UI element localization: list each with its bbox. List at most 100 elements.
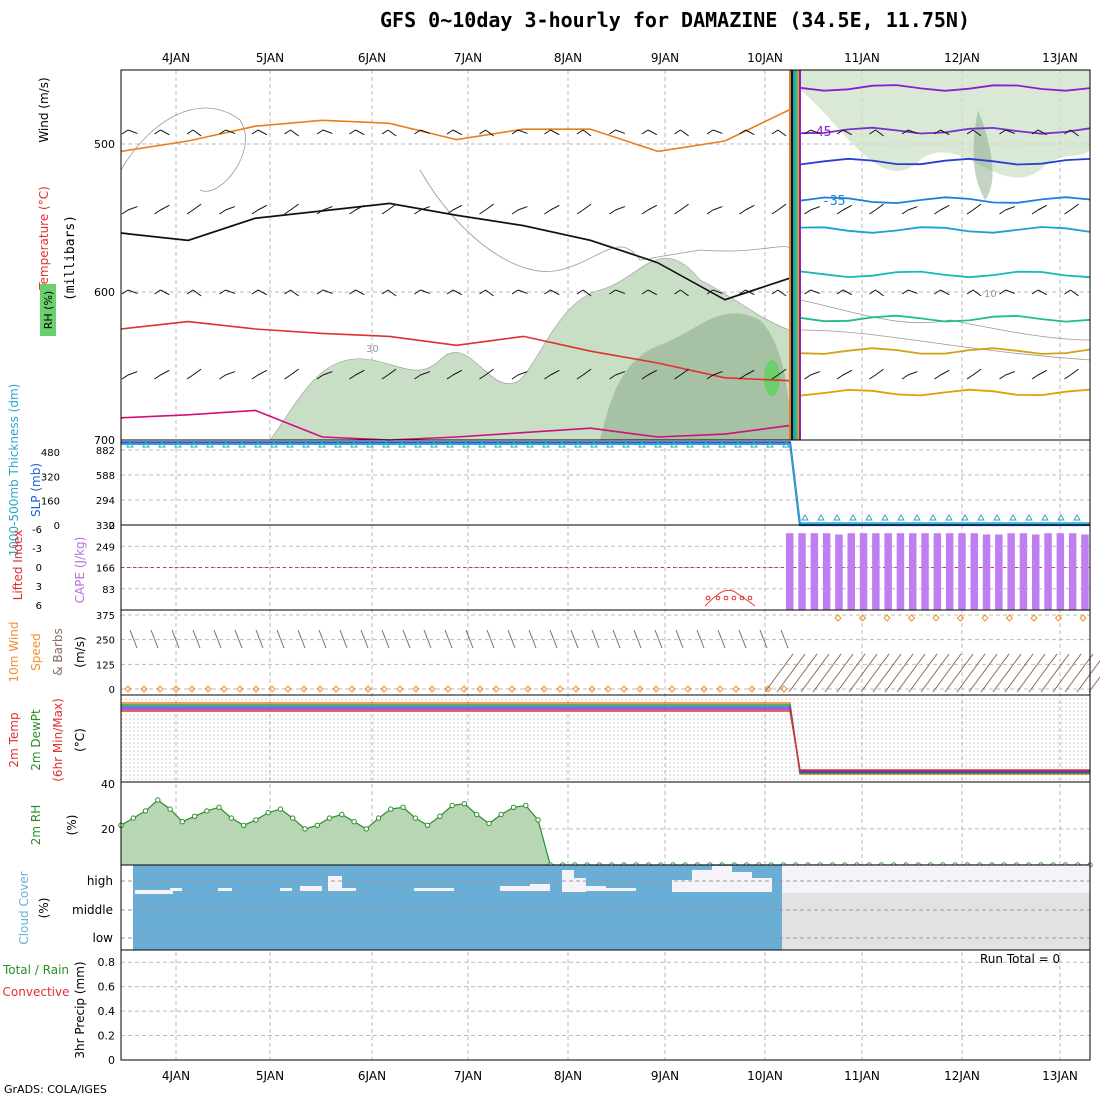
wind-barb bbox=[349, 369, 365, 380]
wind-barb-staff bbox=[875, 129, 884, 137]
thickness-tick-label: 0 bbox=[54, 521, 60, 532]
wind-barb-staff bbox=[1005, 289, 1016, 294]
wind-barb-staff bbox=[420, 371, 431, 376]
wind-barb-staff bbox=[127, 289, 138, 294]
thickness-marker bbox=[897, 514, 905, 521]
temp-2m-line bbox=[121, 702, 1090, 775]
wind-barb-10m bbox=[800, 653, 830, 693]
rh-shade-dark bbox=[600, 313, 790, 440]
wind-barb-staff bbox=[875, 368, 884, 376]
rh-2m-point bbox=[265, 810, 271, 816]
wind-speed-marker bbox=[188, 685, 196, 693]
wind-barb-staff bbox=[1037, 289, 1048, 296]
cape-tick-label: 166 bbox=[96, 564, 115, 575]
wind-barb-staff bbox=[1005, 371, 1016, 376]
wind-barb-feather bbox=[446, 289, 454, 295]
temperature-line bbox=[120, 320, 793, 382]
rh-2m-point bbox=[142, 808, 149, 814]
cloud-gap bbox=[218, 888, 232, 891]
wind-barb bbox=[219, 129, 236, 135]
rh-2m-point bbox=[535, 817, 541, 823]
thickness-marker bbox=[670, 441, 678, 448]
thickness-marker bbox=[686, 441, 694, 448]
wind-speed-marker bbox=[252, 685, 260, 693]
cape-bar bbox=[1044, 533, 1052, 610]
lifted-index-marker bbox=[731, 595, 737, 601]
wind-barb-staff bbox=[777, 129, 787, 137]
thickness-marker bbox=[849, 514, 857, 521]
wind-barb-10m bbox=[360, 629, 369, 649]
wind-barb-feather bbox=[251, 129, 259, 135]
date-label-top: 12JAN bbox=[944, 51, 980, 65]
wind-barb-feather bbox=[1064, 374, 1071, 380]
wind-barb-feather bbox=[316, 209, 324, 215]
wind-barb-10m bbox=[1004, 653, 1034, 693]
wind-barb-staff bbox=[1037, 369, 1048, 376]
date-label-bottom: 10JAN bbox=[747, 1069, 783, 1083]
date-label-top: 4JAN bbox=[162, 51, 190, 65]
thickness-marker bbox=[606, 441, 614, 448]
wind-barb-feather bbox=[251, 289, 259, 295]
wind-barb bbox=[381, 129, 397, 137]
wind-barb-feather bbox=[901, 129, 909, 135]
wind-barb-staff bbox=[745, 129, 755, 136]
wind-speed-marker bbox=[268, 685, 276, 693]
cape-bar bbox=[1007, 533, 1015, 610]
wind-barb-feather bbox=[804, 209, 811, 215]
wind-barb bbox=[706, 371, 723, 380]
wind-barb-10m bbox=[1052, 653, 1082, 693]
rh-contour-line bbox=[120, 107, 791, 272]
wind-barb-staff bbox=[160, 204, 170, 211]
wind-barb-staff bbox=[485, 203, 494, 211]
wind-barb-staff bbox=[842, 129, 853, 136]
wind-barb-feather bbox=[251, 374, 259, 380]
wind-barb-feather bbox=[1064, 209, 1071, 215]
wind-speed-marker bbox=[396, 685, 404, 693]
wind-barb bbox=[966, 203, 982, 215]
wind-barb-feather bbox=[966, 289, 974, 295]
wind-barb bbox=[836, 204, 853, 215]
cloud-level-label: middle bbox=[72, 903, 113, 917]
thickness-marker bbox=[801, 514, 809, 521]
cloud-gap bbox=[712, 866, 732, 892]
wind-barb bbox=[966, 129, 982, 137]
wind-barb-10m bbox=[129, 629, 138, 649]
wind-barb bbox=[934, 369, 950, 380]
wind-barb-feather bbox=[284, 374, 291, 380]
wind-barb bbox=[576, 368, 592, 380]
thickness-marker bbox=[126, 441, 134, 448]
thickness-marker bbox=[734, 441, 742, 448]
wind-barb-10m bbox=[1016, 653, 1046, 693]
wind-barb bbox=[576, 129, 592, 137]
rh-2m-point bbox=[388, 806, 394, 812]
wind-barb-feather bbox=[316, 374, 324, 380]
temperature-contour-after bbox=[799, 157, 1091, 166]
rh-2m-point bbox=[424, 822, 431, 828]
wind-barb-feather bbox=[739, 129, 746, 135]
wind-barb-10m bbox=[884, 653, 914, 693]
wind-barb-staff bbox=[485, 129, 494, 137]
wind-barb-feather bbox=[154, 289, 161, 295]
wind-barb-feather bbox=[511, 289, 519, 295]
wind-barb-staff bbox=[1070, 129, 1079, 137]
wind-barb-staff bbox=[420, 206, 431, 211]
wind-barb-feather bbox=[1031, 209, 1039, 215]
wind-barb bbox=[771, 129, 787, 137]
cape-bar bbox=[1056, 533, 1065, 610]
date-label-bottom: 8JAN bbox=[554, 1069, 582, 1083]
lifted-tick-label: -6 bbox=[32, 525, 42, 536]
cloud-gap bbox=[530, 884, 550, 891]
lifted-index-marker bbox=[723, 595, 729, 601]
wind-barb-staff bbox=[647, 204, 658, 211]
wind-barb-feather bbox=[284, 209, 291, 215]
wind-barb bbox=[316, 371, 333, 380]
thickness-marker bbox=[1025, 514, 1033, 521]
wind-barb bbox=[251, 289, 268, 296]
wind-barb bbox=[186, 203, 202, 215]
wind-barb bbox=[251, 129, 268, 136]
wind-barb-10m bbox=[297, 629, 306, 649]
date-label-bottom: 7JAN bbox=[454, 1069, 482, 1083]
wind-barb-staff bbox=[647, 369, 658, 376]
thickness-marker bbox=[1009, 514, 1017, 521]
wind-barb bbox=[609, 289, 626, 295]
